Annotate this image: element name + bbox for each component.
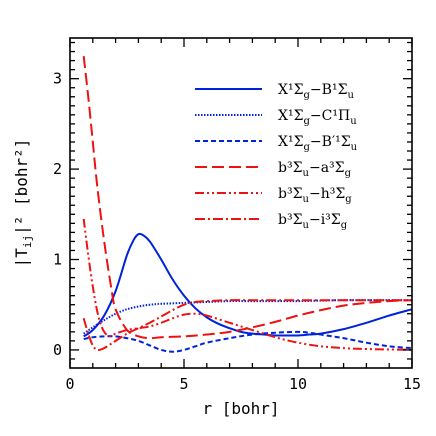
series-line-6 (82, 299, 412, 352)
x-tick-label: 15 (403, 375, 421, 393)
x-axis-label: r [bohr] (202, 399, 279, 418)
y-tick-label: 3 (53, 70, 62, 88)
axis-ticks (69, 38, 413, 368)
legend: X¹Σg−B¹Σu X¹Σg−C¹Πu X¹Σg−B′¹Σu b³Σu−a³Σg b³Σ… (195, 82, 358, 231)
series-line-2 (83, 299, 412, 335)
tick-labels: 0 5 10 15 0 1 2 3 (53, 70, 421, 393)
y-tick-label: 2 (53, 160, 62, 178)
x-tick-label: 10 (289, 375, 307, 393)
legend-label-1: X¹Σg−B¹Σu (278, 82, 354, 101)
y-axis-label: |Tij|² [bohr²] (12, 139, 34, 268)
x-tick-label: 0 (65, 375, 74, 393)
y-tick-label: 0 (53, 341, 62, 359)
y-tick-label: 1 (53, 251, 62, 269)
x-tick-label: 5 (179, 375, 188, 393)
series-line-1 (83, 232, 412, 338)
legend-label-4: b³Σu−a³Σg (278, 160, 352, 179)
series-line-3 (83, 330, 412, 353)
legend-label-6: b³Σu−i³Σg (278, 212, 348, 231)
plot-lines (82, 55, 412, 353)
plot-frame (69, 37, 413, 369)
legend-label-3: X¹Σg−B′¹Σu (278, 134, 358, 153)
legend-label-5: b³Σu−h³Σg (278, 186, 352, 205)
series-line-4 (82, 55, 412, 340)
legend-label-2: X¹Σg−C¹Πu (278, 108, 357, 127)
series-line-5 (82, 218, 412, 351)
